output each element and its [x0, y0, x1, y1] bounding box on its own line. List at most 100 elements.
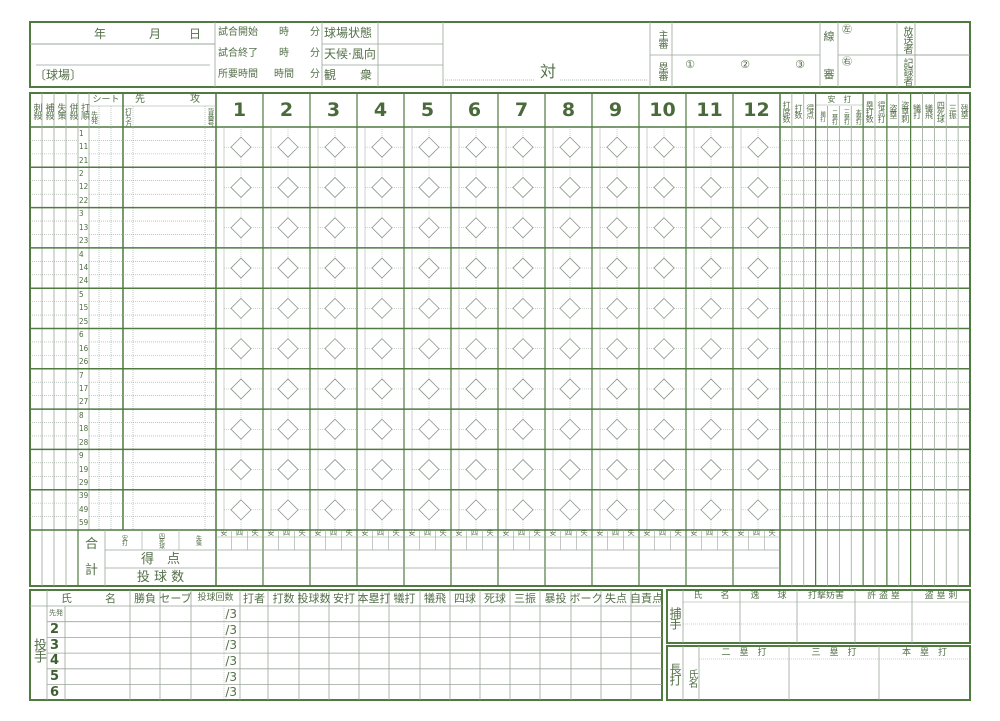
diamond-icon[interactable] — [512, 378, 534, 400]
diamond-icon[interactable] — [700, 257, 722, 279]
diamond-icon[interactable] — [512, 176, 534, 199]
diamond-icon[interactable] — [653, 297, 675, 319]
diamond-icon[interactable] — [277, 378, 299, 400]
diamond-icon[interactable] — [324, 378, 346, 400]
diamond-icon[interactable] — [747, 499, 769, 521]
pitcher-name-field[interactable] — [65, 606, 130, 622]
diamond-icon[interactable] — [277, 217, 299, 239]
diamond-icon[interactable] — [371, 136, 393, 158]
diamond-icon[interactable] — [465, 136, 487, 158]
diamond-icon[interactable] — [324, 418, 346, 440]
diamond-icon[interactable] — [465, 297, 487, 319]
diamond-icon[interactable] — [418, 257, 440, 279]
diamond-icon[interactable] — [512, 136, 534, 158]
diamond-icon[interactable] — [465, 458, 487, 481]
diamond-icon[interactable] — [230, 338, 252, 360]
batter-name-field[interactable] — [133, 329, 205, 369]
diamond-icon[interactable] — [606, 458, 628, 481]
diamond-icon[interactable] — [465, 378, 487, 400]
diamond-icon[interactable] — [418, 378, 440, 400]
diamond-icon[interactable] — [653, 217, 675, 239]
diamond-icon[interactable] — [559, 257, 581, 279]
chief-umpire-field[interactable] — [673, 23, 819, 54]
batter-name-field[interactable] — [133, 208, 205, 248]
batter-name-field[interactable] — [133, 288, 205, 328]
audience-field[interactable] — [380, 66, 440, 84]
diamond-icon[interactable] — [559, 136, 581, 158]
broadcaster-field[interactable] — [916, 23, 969, 54]
diamond-icon[interactable] — [465, 499, 487, 521]
diamond-icon[interactable] — [512, 499, 534, 521]
batter-name-field[interactable] — [133, 449, 205, 489]
diamond-icon[interactable] — [277, 338, 299, 360]
diamond-icon[interactable] — [559, 418, 581, 440]
diamond-icon[interactable] — [277, 136, 299, 158]
diamond-icon[interactable] — [653, 338, 675, 360]
diamond-icon[interactable] — [559, 297, 581, 319]
diamond-icon[interactable] — [277, 499, 299, 521]
diamond-icon[interactable] — [465, 176, 487, 199]
weather-field[interactable] — [380, 45, 440, 63]
diamond-icon[interactable] — [512, 297, 534, 319]
diamond-icon[interactable] — [653, 378, 675, 400]
diamond-icon[interactable] — [700, 378, 722, 400]
diamond-icon[interactable] — [418, 499, 440, 521]
diamond-icon[interactable] — [324, 499, 346, 521]
diamond-icon[interactable] — [371, 378, 393, 400]
diamond-icon[interactable] — [653, 458, 675, 481]
diamond-icon[interactable] — [418, 176, 440, 199]
diamond-icon[interactable] — [700, 217, 722, 239]
batter-name-field[interactable] — [133, 127, 205, 167]
diamond-icon[interactable] — [324, 297, 346, 319]
diamond-icon[interactable] — [606, 136, 628, 158]
diamond-icon[interactable] — [324, 458, 346, 481]
diamond-icon[interactable] — [418, 297, 440, 319]
diamond-icon[interactable] — [606, 176, 628, 199]
diamond-icon[interactable] — [606, 499, 628, 521]
diamond-icon[interactable] — [559, 338, 581, 360]
batter-name-field[interactable] — [133, 167, 205, 207]
batter-name-field[interactable] — [133, 409, 205, 449]
diamond-icon[interactable] — [230, 499, 252, 521]
diamond-icon[interactable] — [324, 136, 346, 158]
diamond-icon[interactable] — [371, 176, 393, 199]
diamond-icon[interactable] — [606, 257, 628, 279]
diamond-icon[interactable] — [371, 499, 393, 521]
diamond-icon[interactable] — [371, 338, 393, 360]
diamond-icon[interactable] — [512, 338, 534, 360]
diamond-icon[interactable] — [747, 257, 769, 279]
diamond-icon[interactable] — [747, 217, 769, 239]
diamond-icon[interactable] — [277, 176, 299, 199]
diamond-icon[interactable] — [700, 499, 722, 521]
diamond-icon[interactable] — [371, 217, 393, 239]
diamond-icon[interactable] — [653, 499, 675, 521]
diamond-icon[interactable] — [606, 378, 628, 400]
diamond-icon[interactable] — [230, 418, 252, 440]
diamond-icon[interactable] — [653, 257, 675, 279]
diamond-icon[interactable] — [465, 418, 487, 440]
diamond-icon[interactable] — [418, 136, 440, 158]
pitcher-name-field[interactable] — [65, 653, 130, 669]
pitcher-name-field[interactable] — [65, 685, 130, 701]
diamond-icon[interactable] — [418, 217, 440, 239]
diamond-icon[interactable] — [230, 257, 252, 279]
pitcher-name-field[interactable] — [65, 669, 130, 685]
diamond-icon[interactable] — [324, 257, 346, 279]
diamond-icon[interactable] — [465, 338, 487, 360]
diamond-icon[interactable] — [512, 458, 534, 481]
diamond-icon[interactable] — [606, 338, 628, 360]
diamond-icon[interactable] — [230, 217, 252, 239]
diamond-icon[interactable] — [700, 176, 722, 199]
diamond-icon[interactable] — [512, 217, 534, 239]
diamond-icon[interactable] — [747, 418, 769, 440]
diamond-icon[interactable] — [230, 378, 252, 400]
diamond-icon[interactable] — [371, 257, 393, 279]
away-team-field[interactable] — [560, 62, 648, 80]
diamond-icon[interactable] — [747, 458, 769, 481]
diamond-icon[interactable] — [700, 418, 722, 440]
pitcher-name-field[interactable] — [65, 637, 130, 653]
diamond-icon[interactable] — [324, 338, 346, 360]
pitcher-name-field[interactable] — [65, 622, 130, 638]
diamond-icon[interactable] — [747, 136, 769, 158]
diamond-icon[interactable] — [418, 458, 440, 481]
